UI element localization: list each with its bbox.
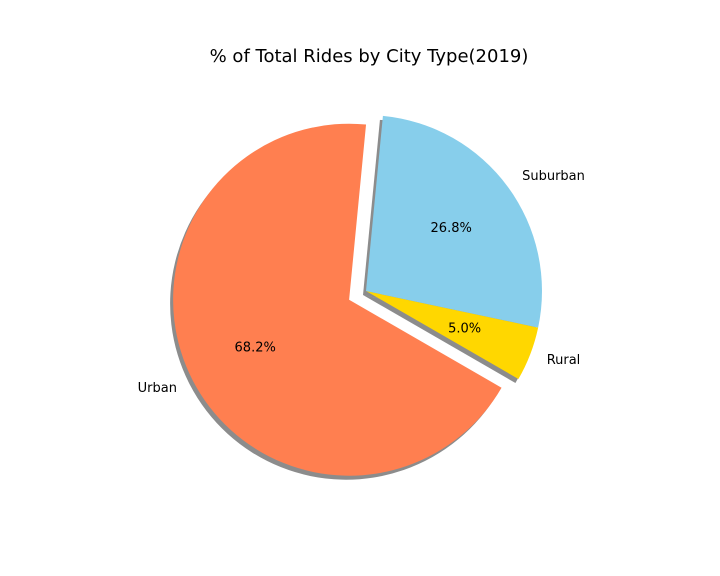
slice-label-rural: Rural (547, 353, 581, 368)
chart-title: % of Total Rides by City Type(2019) (210, 46, 529, 67)
slice-pct-rural: 5.0% (448, 321, 481, 336)
slice-label-suburban: Suburban (522, 169, 585, 184)
slice-label-urban: Urban (138, 381, 177, 396)
pie-slices (173, 115, 542, 476)
pie-slice-rural (366, 291, 539, 379)
pie-slice-suburban (366, 115, 542, 328)
slice-pct-urban: 68.2% (235, 341, 276, 356)
slice-pct-suburban: 26.8% (431, 221, 472, 236)
pie-slice-urban (173, 123, 502, 476)
pie-labels: Rural 5.0% Suburban 26.8% Urban 68.2% (138, 169, 585, 396)
